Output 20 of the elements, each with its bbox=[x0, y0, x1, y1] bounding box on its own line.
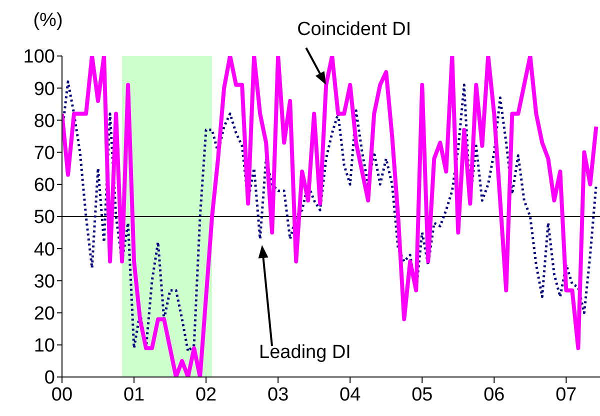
x-tick-label: 07 bbox=[556, 384, 577, 406]
y-axis-title: (%) bbox=[33, 10, 63, 31]
y-tick-label: 30 bbox=[34, 271, 55, 292]
annotation: Coincident DI bbox=[297, 18, 412, 40]
x-tick-label: 06 bbox=[484, 384, 505, 406]
x-tick-label: 02 bbox=[195, 384, 217, 406]
y-tick-label: 90 bbox=[34, 78, 55, 100]
x-tick-label: 05 bbox=[412, 384, 433, 406]
annotation: Leading DI bbox=[259, 342, 351, 363]
y-tick-label: 80 bbox=[34, 110, 55, 132]
y-tick-label: 40 bbox=[34, 239, 55, 260]
x-tick-label: 04 bbox=[340, 384, 362, 406]
x-tick-label: 01 bbox=[123, 384, 145, 406]
y-tick-label: 10 bbox=[34, 336, 55, 357]
y-tick-label: 20 bbox=[34, 304, 55, 325]
y-tick-label: 50 bbox=[34, 207, 55, 228]
x-tick-label: 03 bbox=[268, 384, 289, 406]
y-tick-label: 100 bbox=[23, 46, 55, 68]
y-tick-label: 70 bbox=[34, 143, 55, 164]
y-tick-label: 60 bbox=[34, 175, 55, 196]
